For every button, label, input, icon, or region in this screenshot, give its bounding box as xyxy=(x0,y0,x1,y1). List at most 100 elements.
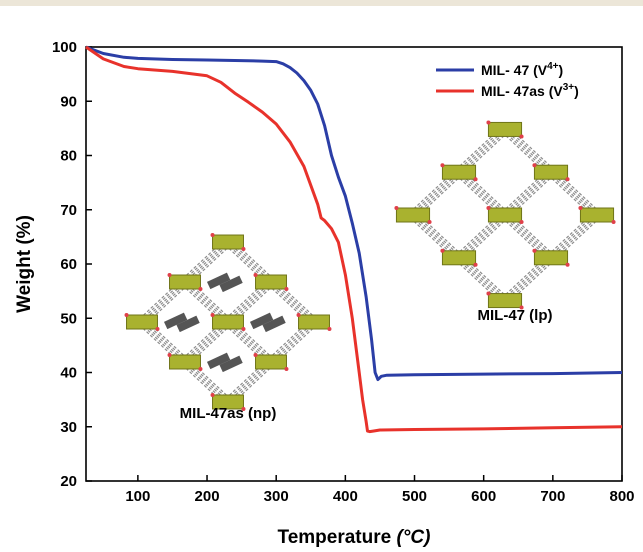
lp-oxygen-b-7 xyxy=(565,262,570,267)
legend-0-end: ) xyxy=(559,62,564,78)
np-oxygen-b-6 xyxy=(198,366,203,371)
np-guest-1 xyxy=(262,315,286,333)
np-oxygen-6 xyxy=(167,352,172,357)
x-tick-label-500: 500 xyxy=(402,488,427,505)
x-axis-label-unit: (°C) xyxy=(396,527,430,548)
legend-label-1: MIL- 47as (V3+) xyxy=(481,82,579,99)
y-tick-label-60: 60 xyxy=(60,256,77,273)
lp-oxygen-b-8 xyxy=(519,305,524,310)
np-oxygen-b-1 xyxy=(198,287,203,292)
x-tick-label-800: 800 xyxy=(609,488,634,505)
x-tick-label-300: 300 xyxy=(264,488,289,505)
x-tick-label-200: 200 xyxy=(195,488,220,505)
lp-oxygen-b-4 xyxy=(519,220,524,224)
lp-metal-node-4 xyxy=(487,207,523,223)
y-tick-label-30: 30 xyxy=(60,419,77,436)
legend-1-base: MIL- 47as (V xyxy=(481,83,563,99)
x-tick-label-400: 400 xyxy=(333,488,358,505)
x-axis-label-main: Temperature xyxy=(278,527,392,548)
y-tick-label-90: 90 xyxy=(60,93,77,110)
series-line-1 xyxy=(85,45,623,434)
np-oxygen-b-5 xyxy=(327,327,332,331)
top-border xyxy=(0,0,643,6)
lp-metal-node-2 xyxy=(533,164,569,180)
np-guest-3 xyxy=(206,352,231,370)
y-axis-ticks: 20 30 40 50 60 70 80 90 100 xyxy=(52,39,92,490)
np-guest-2 xyxy=(206,272,231,290)
lp-metal-node-1 xyxy=(441,164,477,180)
np-guest-0 xyxy=(176,315,200,333)
legend-0-base: MIL- 47 (V xyxy=(481,62,548,78)
x-tick-label-700: 700 xyxy=(540,488,565,505)
np-oxygen-3 xyxy=(124,313,129,317)
np-oxygen-0 xyxy=(210,233,215,238)
np-metal-node-2 xyxy=(255,274,287,290)
annotation-np: MIL-47as (np) xyxy=(180,405,277,422)
lp-oxygen-0 xyxy=(486,120,491,125)
lp-oxygen-5 xyxy=(578,206,583,210)
y-tick-label-50: 50 xyxy=(60,310,77,327)
lp-metal-node-5 xyxy=(579,207,615,223)
lp-oxygen-1 xyxy=(440,163,445,168)
series-lines xyxy=(85,45,623,434)
lp-oxygen-4 xyxy=(486,206,491,210)
np-guest-0 xyxy=(163,312,188,330)
np-guest-1 xyxy=(249,312,274,330)
y-tick-label-40: 40 xyxy=(60,365,77,382)
np-oxygen-7 xyxy=(253,352,258,357)
x-tick-label-600: 600 xyxy=(471,488,496,505)
lp-oxygen-b-3 xyxy=(427,220,432,224)
lp-metal-node-6 xyxy=(441,250,477,266)
np-oxygen-5 xyxy=(296,313,301,317)
np-oxygen-b-8 xyxy=(241,406,246,411)
lp-oxygen-b-2 xyxy=(565,177,570,182)
np-oxygen-b-3 xyxy=(155,327,160,331)
np-guest-2 xyxy=(219,275,243,293)
x-axis-ticks: 100 200 300 400 500 600 700 800 xyxy=(125,475,635,505)
x-axis-label: Temperature (°C) xyxy=(278,527,431,548)
lp-oxygen-b-1 xyxy=(473,177,478,182)
np-metal-node-6 xyxy=(169,354,201,370)
np-metal-node-1 xyxy=(169,274,201,290)
lp-oxygen-b-5 xyxy=(611,220,616,224)
np-metal-node-0 xyxy=(212,234,244,250)
mil47as-np-structure xyxy=(124,233,332,411)
legend-1-end: ) xyxy=(574,83,579,99)
np-oxygen-4 xyxy=(210,313,215,317)
lp-oxygen-b-0 xyxy=(519,134,524,139)
y-tick-label-20: 20 xyxy=(60,473,77,490)
y-tick-label-100: 100 xyxy=(52,39,77,56)
mil47-lp-structure xyxy=(394,120,616,310)
y-tick-label-80: 80 xyxy=(60,148,77,165)
lp-oxygen-6 xyxy=(440,248,445,253)
np-metal-node-4 xyxy=(212,314,244,330)
legend-label-0: MIL- 47 (V4+) xyxy=(481,61,563,78)
y-tick-label-70: 70 xyxy=(60,202,77,219)
legend-0-sup: 4+ xyxy=(547,61,559,72)
np-metal-node-7 xyxy=(255,354,287,370)
legend: MIL- 47 (V4+) MIL- 47as (V3+) xyxy=(436,61,579,99)
x-tick-label-100: 100 xyxy=(125,488,150,505)
lp-oxygen-3 xyxy=(394,206,399,210)
np-oxygen-2 xyxy=(253,273,258,278)
np-metal-node-8 xyxy=(212,394,244,410)
np-guest-3 xyxy=(219,355,243,373)
lp-oxygen-7 xyxy=(532,248,537,253)
np-oxygen-b-2 xyxy=(284,287,289,292)
np-oxygen-b-7 xyxy=(284,366,289,371)
np-oxygen-1 xyxy=(167,273,172,278)
series-line-0 xyxy=(85,45,623,382)
np-oxygen-b-4 xyxy=(241,327,246,331)
lp-metal-node-0 xyxy=(487,121,523,137)
np-metal-node-3 xyxy=(126,314,158,330)
np-metal-node-5 xyxy=(298,314,330,330)
annotation-lp: MIL-47 (lp) xyxy=(478,307,553,324)
lp-oxygen-2 xyxy=(532,163,537,168)
lp-metal-node-8 xyxy=(487,293,523,309)
np-oxygen-8 xyxy=(210,392,215,397)
lp-metal-node-3 xyxy=(395,207,431,223)
y-axis-label: Weight (%) xyxy=(14,215,35,313)
legend-1-sup: 3+ xyxy=(563,82,575,93)
lp-oxygen-8 xyxy=(486,291,491,296)
lp-oxygen-b-6 xyxy=(473,262,478,267)
